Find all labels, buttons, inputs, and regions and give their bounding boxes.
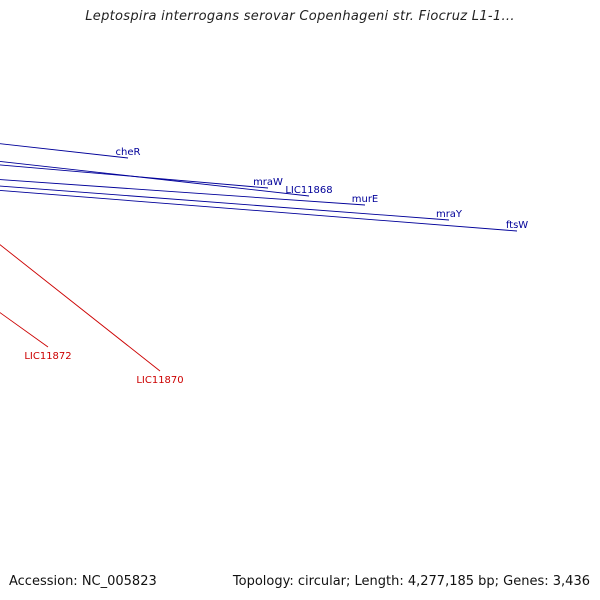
gene-label: mraY [436, 209, 463, 220]
gene-leader-line [0, 143, 129, 159]
gene-label: cheR [116, 147, 141, 158]
accession-text: Accession: NC_005823 [9, 574, 157, 589]
map-title: Leptospira interrogans serovar Copenhage… [85, 9, 515, 24]
gene-leader-line [0, 189, 518, 232]
gene-label: ftsW [506, 220, 528, 231]
gene-label: mraW [253, 177, 283, 188]
gene-label: LIC11868 [285, 185, 332, 196]
gene-leader-line [0, 164, 269, 189]
gene-label: LIC11870 [136, 375, 183, 386]
topology-text: Topology: circular; Length: 4,277,185 bp… [232, 574, 590, 589]
gene-leader-line [0, 160, 310, 197]
gene-leader-line [0, 185, 450, 221]
labels-layer: 2268 kbp2267 kbp2266 kbp2265 kbp2264 kbp… [0, 143, 528, 386]
gene-label: LIC11872 [24, 351, 71, 362]
gene-label: murE [352, 194, 379, 205]
gene-leader-line [0, 244, 161, 372]
gene-leader-line [0, 179, 366, 206]
